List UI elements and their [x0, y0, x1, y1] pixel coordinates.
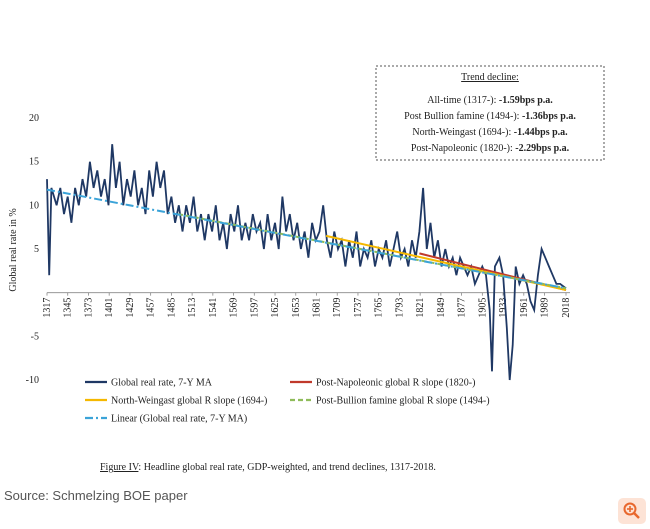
trend-label: North-Weingast (1694-): [412, 127, 513, 138]
x-tick-label: 1401 [104, 298, 115, 318]
trend-item: Post Bullion famine (1494-): -1.36bps p.… [404, 111, 576, 122]
x-tick-label: 2018 [561, 298, 572, 318]
y-tick-label: 5 [34, 244, 39, 255]
x-tick-label: 1961 [519, 298, 530, 318]
series-line [46, 144, 567, 381]
x-tick-label: 1485 [166, 298, 177, 318]
x-tick-label: 1737 [353, 298, 364, 318]
x-tick-label: 1569 [229, 298, 240, 318]
x-tick-label: 1709 [332, 298, 343, 318]
trend-value: -2.29bps p.a. [515, 143, 569, 154]
caption-text: : Headline global real rate, GDP-weighte… [138, 462, 435, 473]
x-tick-label: 1877 [457, 298, 468, 318]
legend-label: Post-Napoleonic global R slope (1820-) [316, 378, 475, 389]
x-tick-label: 1765 [374, 298, 385, 318]
legend-label: Global real rate, 7-Y MA [111, 378, 213, 389]
x-tick-label: 1653 [291, 298, 302, 318]
x-tick-label: 1457 [146, 298, 157, 318]
trend-title: Trend decline: [461, 72, 519, 83]
x-tick-label: 1429 [125, 298, 136, 318]
x-tick-label: 1681 [311, 298, 322, 318]
x-tick-label: 1345 [63, 298, 74, 318]
trend-items: All-time (1317-): -1.59bps p.a. Post Bull… [404, 95, 576, 154]
trend-box [375, 65, 605, 161]
x-tick-label: 1821 [415, 298, 426, 318]
source: Source: Schmelzing BOE paper [4, 488, 188, 503]
trend-label: Post-Napoleonic (1820-): [411, 143, 515, 154]
x-tick-label: 1597 [249, 298, 260, 318]
trend-value: -1.36bps p.a. [522, 111, 576, 122]
legend-label: Post-Bullion famine global R slope (1494… [316, 396, 490, 407]
caption: Figure IV: Headline global real rate, GD… [100, 462, 436, 473]
x-tick-label: 1317 [42, 298, 53, 318]
y-tick-label: -10 [26, 375, 39, 386]
x-tick-label: 1849 [436, 298, 447, 318]
x-tick-label: 1513 [187, 298, 198, 318]
x-tick-label: 1541 [208, 298, 219, 318]
trend-item: Post-Napoleonic (1820-): -2.29bps p.a. [411, 143, 570, 154]
caption-label: Figure IV [100, 462, 140, 473]
y-tick-label: 15 [29, 157, 39, 168]
x-tick-label: 1905 [477, 298, 488, 318]
zoom-icon[interactable] [618, 498, 646, 524]
y-tick-label: 10 [29, 200, 39, 211]
trend-label: Post Bullion famine (1494-): [404, 111, 522, 122]
y-axis-label: Global real rate in % [8, 208, 19, 291]
trend-value: -1.59bps p.a. [499, 95, 553, 106]
x-tick-label: 1373 [83, 298, 94, 318]
x-tick-label: 1989 [540, 298, 551, 318]
trend-value: -1.44bps p.a. [514, 127, 568, 138]
x-tick-label: 1793 [394, 298, 405, 318]
trend-item: North-Weingast (1694-): -1.44bps p.a. [412, 127, 568, 138]
trend-label: All-time (1317-): [427, 95, 499, 106]
legend-label: Linear (Global real rate, 7-Y MA) [111, 414, 247, 425]
x-tick-label: 1933 [498, 298, 509, 318]
trend-item: All-time (1317-): -1.59bps p.a. [427, 95, 553, 106]
x-tick-label: 1625 [270, 298, 281, 318]
y-tick-label: 20 [29, 113, 39, 124]
y-tick-label: -5 [31, 331, 39, 342]
legend-label: North-Weingast global R slope (1694-) [111, 396, 267, 407]
